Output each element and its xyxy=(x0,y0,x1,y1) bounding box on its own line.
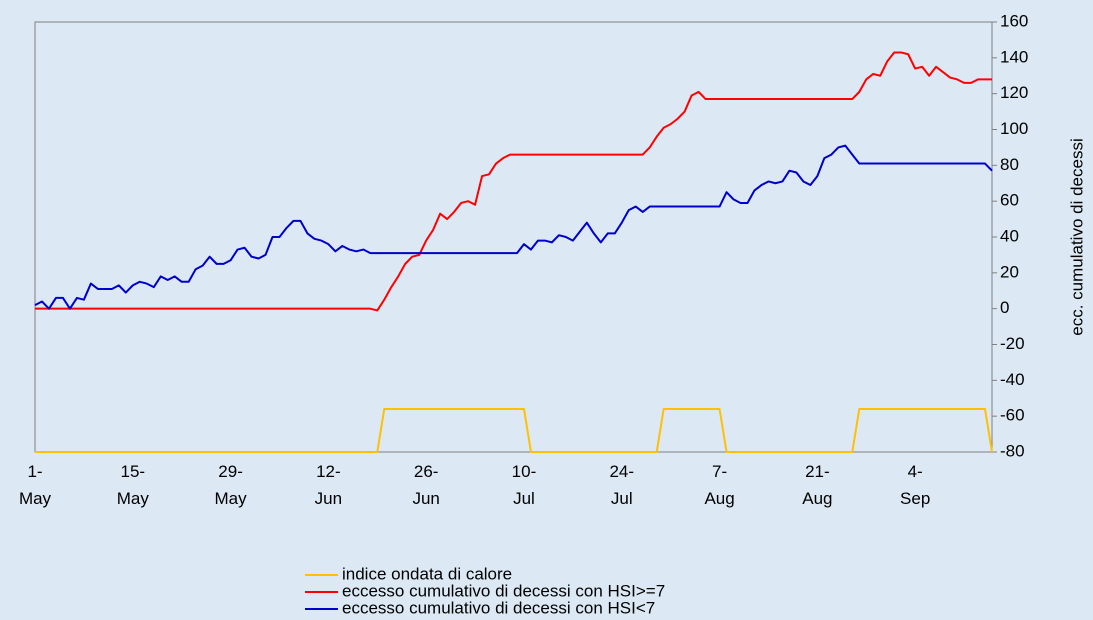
y-axis-label: ecc. cumulativo di decessi xyxy=(1067,138,1086,335)
plot-area xyxy=(34,21,993,453)
y-tick-label: 0 xyxy=(1000,298,1009,317)
y-tick-label: 120 xyxy=(1000,83,1028,102)
y-tick-label: -20 xyxy=(1000,334,1025,353)
x-tick-label: 4- Sep xyxy=(900,462,931,508)
y-tick-label: -80 xyxy=(1000,441,1025,460)
y-tick-label: 140 xyxy=(1000,47,1028,66)
y-tick-label: -40 xyxy=(1000,370,1025,389)
x-tick-label: 1- May xyxy=(18,462,52,508)
series-line xyxy=(35,51,992,312)
x-tick-label: 21- Aug xyxy=(802,462,833,508)
y-tick-label: 80 xyxy=(1000,155,1019,174)
series-line xyxy=(34,144,993,310)
x-tick-label: 7- Aug xyxy=(704,462,735,508)
legend-label: eccesso cumulativo di decessi con HSI<7 xyxy=(342,598,655,617)
legend-label: indice ondata di calore xyxy=(342,564,512,583)
y-tick-label: 100 xyxy=(1000,119,1028,138)
x-tick-label: 10- Jul xyxy=(511,462,537,508)
x-tick-label: 26- Jun xyxy=(412,462,440,508)
y-tick-label: 60 xyxy=(1000,191,1019,210)
x-tick-label: 12- Jun xyxy=(314,462,343,508)
x-tick-label: 24- Jul xyxy=(609,462,635,508)
series-line xyxy=(35,408,993,453)
legend-label: eccesso cumulativo di decessi con HSI>=7 xyxy=(342,581,665,600)
y-tick-label: 160 xyxy=(1000,11,1028,30)
x-tick-label: 29- May xyxy=(214,462,247,508)
y-tick-label: 40 xyxy=(1000,226,1019,245)
y-tick-label: -60 xyxy=(1000,406,1025,425)
y-tick-label: 20 xyxy=(1000,262,1019,281)
x-tick-label: 15- May xyxy=(116,462,149,508)
